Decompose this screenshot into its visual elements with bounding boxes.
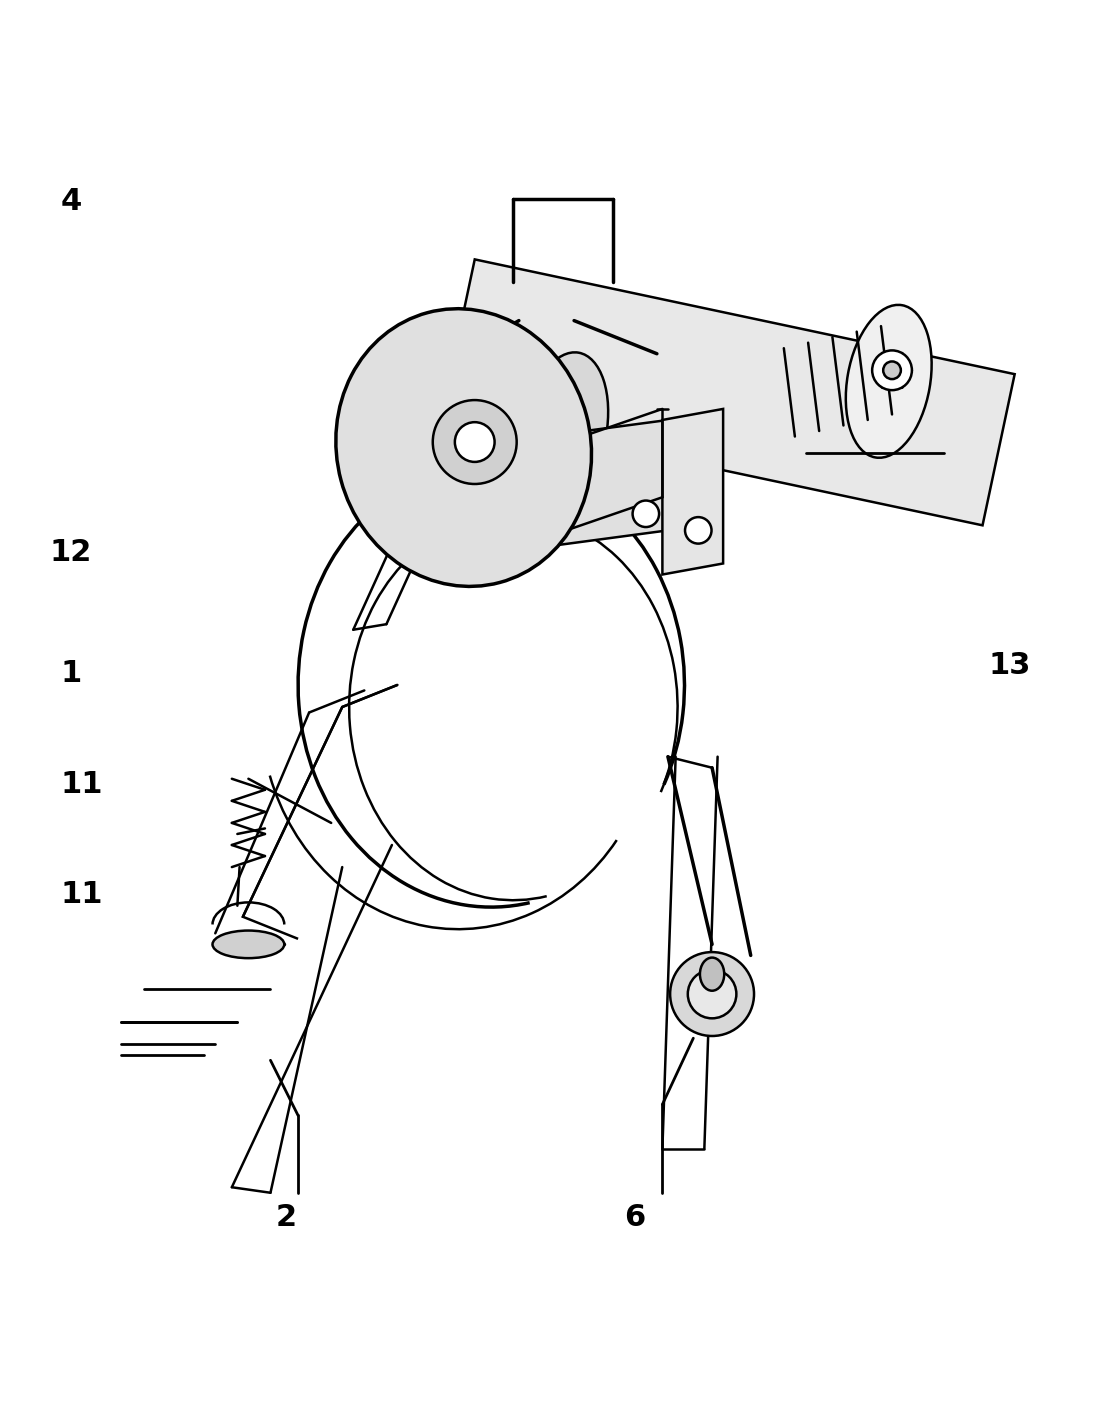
Text: 11: 11 [61,880,103,909]
Ellipse shape [846,305,932,458]
Text: 6: 6 [624,1202,645,1232]
Ellipse shape [212,930,285,959]
Circle shape [433,400,517,484]
Text: 4: 4 [61,187,82,216]
Ellipse shape [336,308,592,587]
Circle shape [670,952,754,1036]
Text: 13: 13 [988,650,1030,680]
Circle shape [883,362,901,379]
Polygon shape [502,420,668,553]
Ellipse shape [700,957,724,991]
Text: 1: 1 [61,659,82,689]
Ellipse shape [522,352,608,505]
Circle shape [872,351,912,390]
Circle shape [455,423,495,462]
Circle shape [684,518,712,543]
Circle shape [633,501,659,527]
Text: 11: 11 [61,769,103,799]
Polygon shape [662,409,723,574]
Polygon shape [443,259,1015,526]
Circle shape [688,970,736,1018]
Text: 2: 2 [276,1202,297,1232]
Text: 12: 12 [50,537,92,567]
